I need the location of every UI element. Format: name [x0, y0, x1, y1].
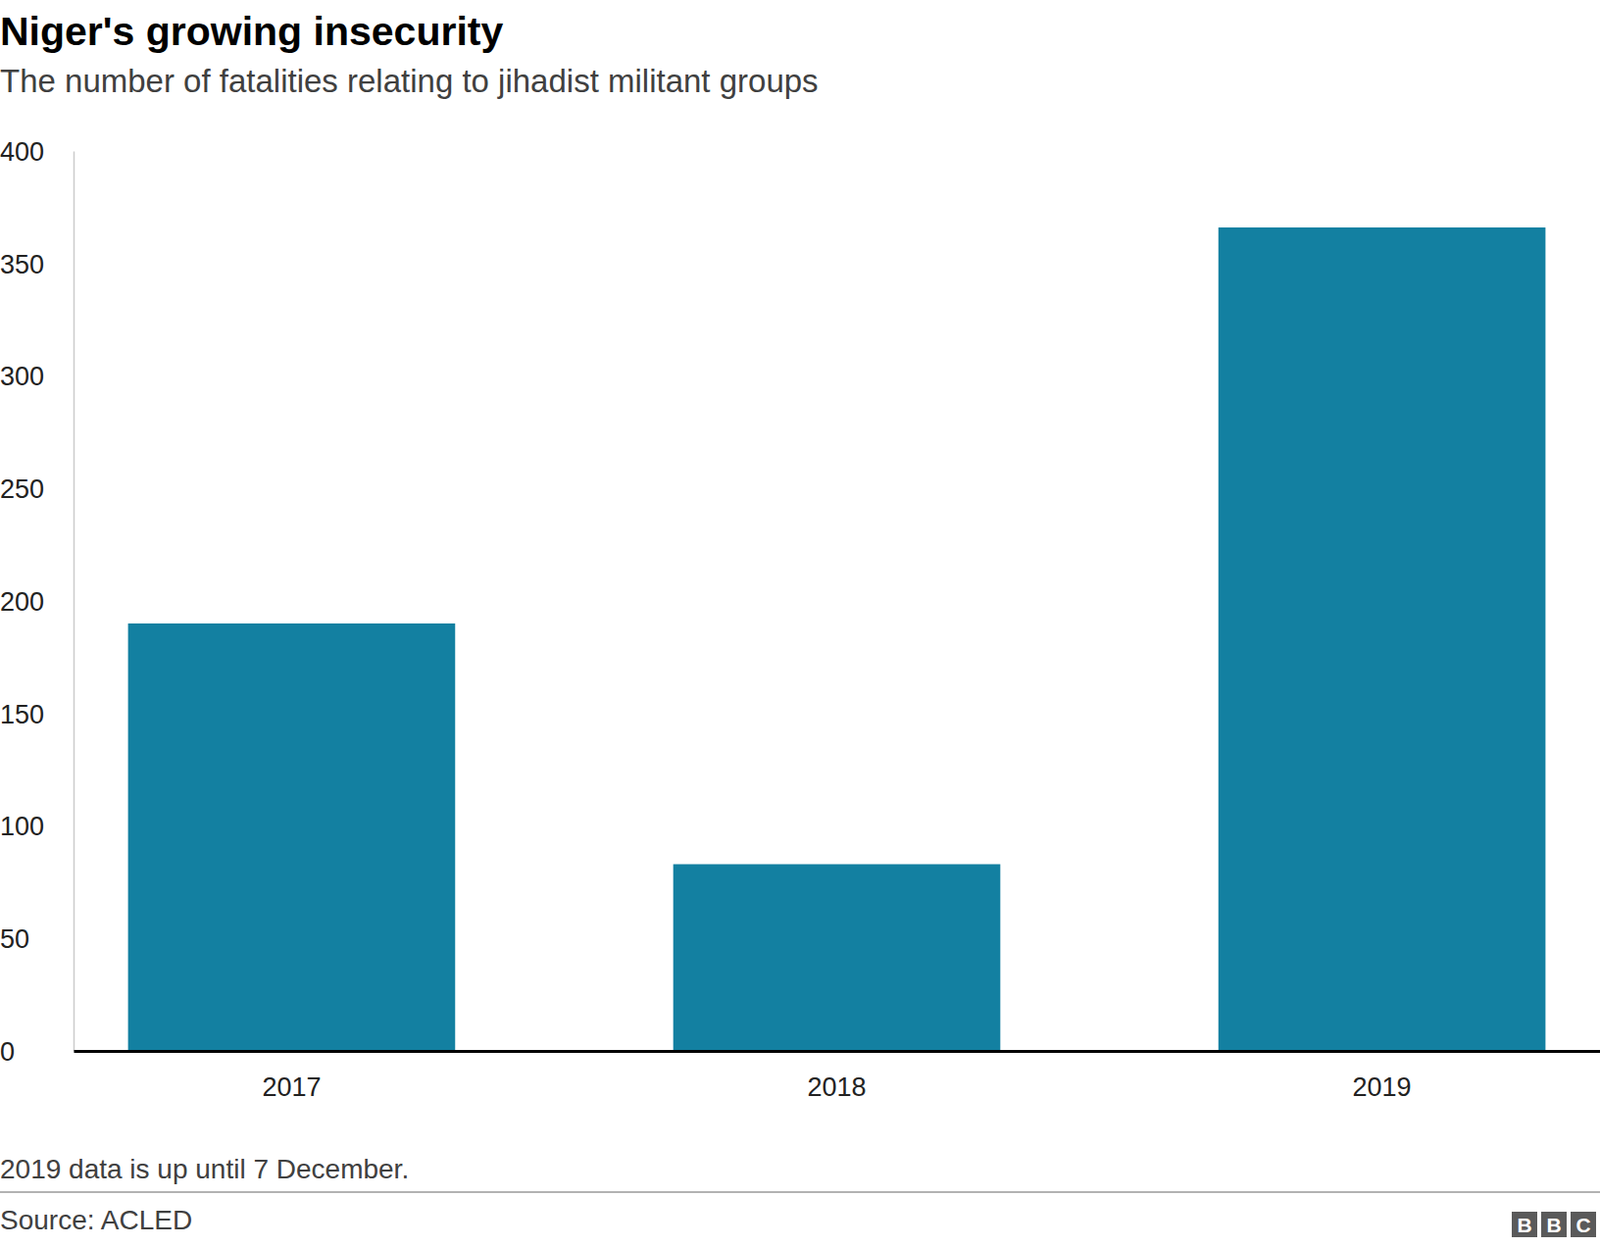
logo-box — [1541, 1211, 1567, 1238]
y-tick-label: 250 — [0, 474, 45, 504]
logo-box — [1570, 1211, 1597, 1238]
y-tick-label: 0 — [0, 1037, 15, 1067]
bar — [128, 623, 456, 1051]
y-tick: 100 — [0, 811, 74, 842]
y-axis-line — [73, 151, 76, 1052]
logo: BBC — [1511, 1211, 1597, 1238]
y-tick-label: 100 — [0, 811, 45, 842]
bars — [128, 227, 1547, 1051]
x-tick: 2018 — [806, 1050, 866, 1102]
x-axis: 2017 2018 2019 — [74, 1050, 1600, 1102]
subtitle: The number of fatalities relating to jih… — [0, 62, 819, 100]
note: 2019 data is up until 7 December. — [0, 1153, 409, 1185]
y-tick: 350 — [0, 250, 74, 280]
y-tick: 300 — [0, 361, 74, 392]
x-tick: 2017 — [261, 1050, 321, 1102]
y-tick: 400 — [0, 137, 74, 167]
x-axis-line — [74, 1050, 1600, 1053]
bar — [1218, 227, 1547, 1051]
x-tick-label: 2018 — [806, 1072, 866, 1102]
logo-box — [1511, 1211, 1538, 1238]
y-tick-label: 150 — [0, 700, 45, 730]
logo-text: BBC — [1516, 1213, 1591, 1237]
title: Niger's growing insecurity — [0, 8, 503, 54]
y-tick-label: 200 — [0, 587, 45, 617]
y-tick-label: 350 — [0, 250, 45, 280]
bar — [673, 864, 1001, 1051]
y-axis: 0 50 100 150 200 250 300 350 400 — [0, 137, 75, 1067]
y-tick-label: 300 — [0, 361, 45, 392]
separator — [0, 1191, 1600, 1194]
chart: Niger's growing insecurity The number of … — [0, 0, 1600, 1247]
y-tick: 50 — [0, 924, 74, 954]
x-tick: 2019 — [1352, 1050, 1412, 1102]
y-tick: 0 — [0, 1037, 74, 1067]
y-tick: 150 — [0, 700, 74, 730]
y-tick-label: 50 — [0, 924, 30, 954]
y-tick-label: 400 — [0, 137, 45, 167]
y-tick: 200 — [0, 587, 74, 617]
x-tick-label: 2019 — [1352, 1072, 1412, 1102]
x-tick-label: 2017 — [261, 1072, 321, 1102]
source: Source: ACLED — [0, 1204, 193, 1236]
y-tick: 250 — [0, 474, 74, 504]
